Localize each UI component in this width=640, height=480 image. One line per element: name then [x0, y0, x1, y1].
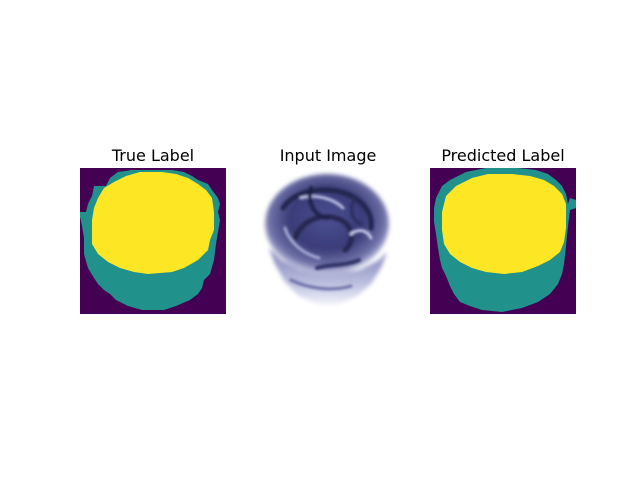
- predicted-label-panel: Predicted Label: [430, 143, 576, 314]
- photo-fold-6: [350, 196, 363, 226]
- predicted-label-title: Predicted Label: [441, 146, 565, 165]
- photo-fold-1: [280, 187, 374, 231]
- input-image-title: Input Image: [279, 146, 377, 165]
- photo-fold-5: [308, 186, 329, 220]
- photo-fold-2: [292, 214, 354, 253]
- photo-lower-body: [269, 248, 387, 304]
- photo-highlight-3: [349, 229, 373, 240]
- true-label-title: True Label: [111, 146, 195, 165]
- mask-object-region: [92, 172, 214, 274]
- photo-highlight-2: [283, 226, 321, 260]
- predicted-label-mask: [430, 168, 576, 314]
- photo-highlight-1: [299, 194, 345, 210]
- photo-fold-3: [315, 258, 361, 270]
- true-label-mask: [80, 168, 226, 314]
- input-photo: [255, 168, 401, 314]
- input-image-panel: Input Image: [255, 143, 401, 314]
- photo-fold-4: [289, 278, 353, 291]
- mask-corner-notch: [80, 212, 86, 218]
- mask-object-region: [442, 174, 566, 274]
- true-label-panel: True Label: [80, 143, 226, 314]
